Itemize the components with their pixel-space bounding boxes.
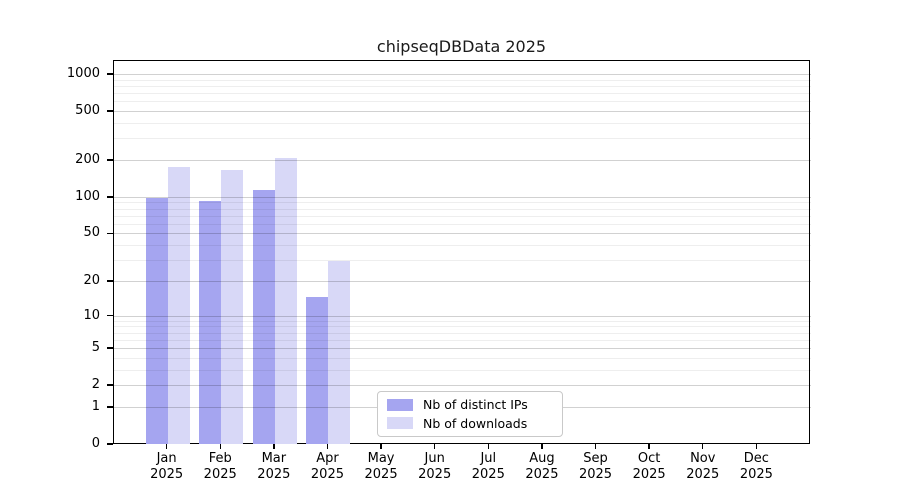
gridline-y-600	[114, 101, 811, 103]
xtick-mark-jun	[433, 444, 436, 449]
gridline-y-500	[114, 111, 811, 113]
xtick-mark-nov	[702, 444, 704, 449]
xtick-label-may: May 2025	[364, 451, 398, 482]
gridline-y-100	[114, 196, 811, 198]
gridline-y-40	[114, 245, 811, 247]
ytick-label-5: 5	[91, 340, 100, 356]
gridline-y-50	[114, 233, 811, 235]
legend-label-distinct-ips: Nb of distinct IPs	[423, 397, 528, 413]
gridline-y-9	[114, 320, 811, 322]
bar-jan-downloads	[167, 166, 190, 444]
xtick-mark-oct	[648, 444, 650, 449]
xtick-label-feb: Feb 2025	[203, 451, 237, 482]
xtick-label-jul: Jul 2025	[471, 451, 505, 482]
ytick-mark-20	[107, 280, 113, 282]
xtick-mark-mar	[273, 444, 275, 449]
xtick-mark-apr	[326, 444, 329, 449]
ytick-mark-1	[107, 406, 113, 408]
ytick-mark-50	[107, 232, 113, 235]
grid-layer	[114, 61, 811, 443]
ytick-label-0: 0	[91, 436, 100, 451]
xtick-mark-jul	[487, 444, 489, 449]
xtick-mark-sep	[594, 444, 597, 449]
xtick-mark-feb	[219, 444, 221, 449]
legend: Nb of distinct IPs Nb of downloads	[377, 391, 563, 437]
gridline-y-20	[114, 280, 811, 282]
bar-mar-downloads	[274, 158, 297, 444]
ytick-label-10: 10	[83, 307, 100, 323]
gridline-y-90	[114, 202, 811, 204]
ytick-label-100: 100	[75, 188, 100, 204]
gridline-y-5	[114, 348, 811, 350]
xtick-label-oct: Oct 2025	[632, 451, 666, 482]
bar-jan-ips	[145, 197, 168, 444]
chart-title: chipseqDBData 2025	[376, 37, 547, 56]
ytick-mark-10	[107, 314, 113, 317]
ytick-mark-500	[107, 110, 113, 112]
gridline-y-1000	[114, 74, 811, 75]
ytick-label-20: 20	[83, 272, 100, 288]
bar-mar-ips	[252, 189, 275, 444]
plot-area	[113, 60, 811, 444]
gridline-y-800	[114, 85, 811, 87]
gridline-y-200	[114, 159, 811, 161]
gridline-y-70	[114, 215, 811, 217]
xtick-label-apr: Apr 2025	[310, 451, 344, 482]
legend-entry-downloads: Nb of downloads	[387, 416, 553, 431]
xtick-label-dec: Dec 2025	[739, 451, 773, 482]
xtick-label-sep: Sep 2025	[578, 451, 613, 482]
ytick-label-2: 2	[91, 377, 100, 393]
ytick-mark-100	[107, 196, 113, 198]
xtick-label-jan: Jan 2025	[150, 451, 184, 482]
xtick-label-mar: Mar 2025	[257, 451, 291, 482]
gridline-y-400	[114, 122, 811, 124]
xtick-mark-jan	[165, 444, 168, 449]
gridline-y-3	[114, 369, 811, 371]
legend-label-downloads: Nb of downloads	[423, 415, 528, 431]
xtick-label-nov: Nov 2025	[686, 451, 720, 482]
ytick-label-500: 500	[75, 103, 100, 119]
bar-feb-downloads	[221, 169, 244, 444]
gridline-y-7	[114, 332, 811, 334]
bar-apr-ips	[306, 296, 329, 444]
ytick-mark-5	[107, 347, 113, 349]
ytick-label-50: 50	[83, 225, 100, 241]
xtick-mark-may	[380, 444, 382, 449]
gridline-y-2	[114, 385, 811, 387]
ytick-mark-1000	[107, 73, 113, 75]
gridline-y-700	[114, 93, 811, 95]
ytick-mark-200	[107, 159, 113, 161]
gridline-y-900	[114, 79, 811, 81]
xtick-label-jun: Jun 2025	[418, 451, 452, 482]
ytick-label-1000: 1000	[66, 66, 100, 81]
legend-entry-distinct-ips: Nb of distinct IPs	[387, 397, 553, 412]
legend-swatch-distinct-ips	[387, 398, 413, 411]
gridline-y-300	[114, 138, 811, 140]
bar-feb-ips	[199, 200, 222, 444]
gridline-y-6	[114, 339, 811, 341]
ytick-mark-2	[107, 384, 113, 386]
gridline-y-4	[114, 357, 811, 359]
xtick-label-aug: Aug 2025	[525, 451, 559, 482]
ytick-mark-0	[107, 443, 113, 445]
bars-layer	[114, 61, 809, 444]
legend-swatch-downloads	[387, 417, 413, 430]
gridline-y-10	[114, 315, 811, 317]
xtick-mark-dec	[755, 444, 758, 449]
gridline-y-8	[114, 326, 811, 328]
bar-apr-downloads	[328, 261, 351, 444]
gridline-y-60	[114, 223, 811, 225]
gridline-y-30	[114, 260, 811, 262]
gridline-y-80	[114, 208, 811, 210]
ytick-label-200: 200	[75, 151, 100, 167]
ytick-label-1: 1	[91, 398, 100, 414]
xtick-mark-aug	[541, 444, 543, 449]
